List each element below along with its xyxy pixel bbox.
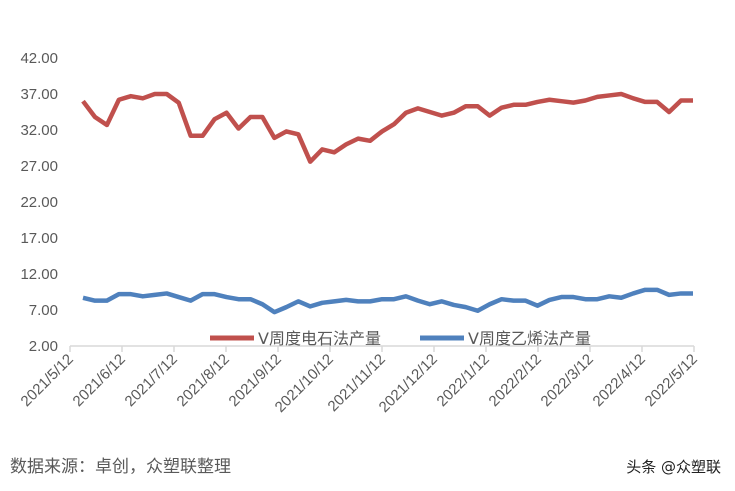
- x-tick-label: 2022/2/12: [486, 351, 545, 410]
- y-tick-label: 7.00: [29, 302, 58, 319]
- x-tick-label: 2022/4/12: [590, 351, 649, 410]
- y-tick-label: 32.00: [20, 122, 58, 139]
- x-tick-label: 2021/7/12: [122, 351, 181, 410]
- x-tick-label: 2021/6/12: [70, 351, 129, 410]
- series-line-1: [81, 91, 693, 164]
- y-tick-label: 27.00: [20, 158, 58, 175]
- y-tick-label: 42.00: [20, 50, 58, 67]
- legend-label: V周度电石法产量: [258, 329, 381, 348]
- x-tick-label: 2022/5/12: [642, 351, 701, 410]
- series-line-2: [82, 287, 693, 315]
- watermark: 头条 @众塑联: [626, 458, 721, 476]
- y-tick-label: 12.00: [20, 266, 58, 283]
- legend-label: V周度乙烯法产量: [468, 329, 591, 348]
- x-tick-label: 2022/1/12: [434, 351, 493, 410]
- y-tick-label: 22.00: [20, 194, 58, 211]
- x-tick-label: 2021/5/12: [18, 351, 77, 410]
- x-tick-label: 2021/8/12: [174, 351, 233, 410]
- y-tick-label: 17.00: [20, 230, 58, 247]
- y-tick-label: 2.00: [29, 338, 58, 355]
- y-tick-label: 37.00: [20, 86, 58, 103]
- data-source-note: 数据来源：卓创，众塑联整理: [10, 457, 231, 477]
- x-tick-label: 2022/3/12: [538, 351, 597, 410]
